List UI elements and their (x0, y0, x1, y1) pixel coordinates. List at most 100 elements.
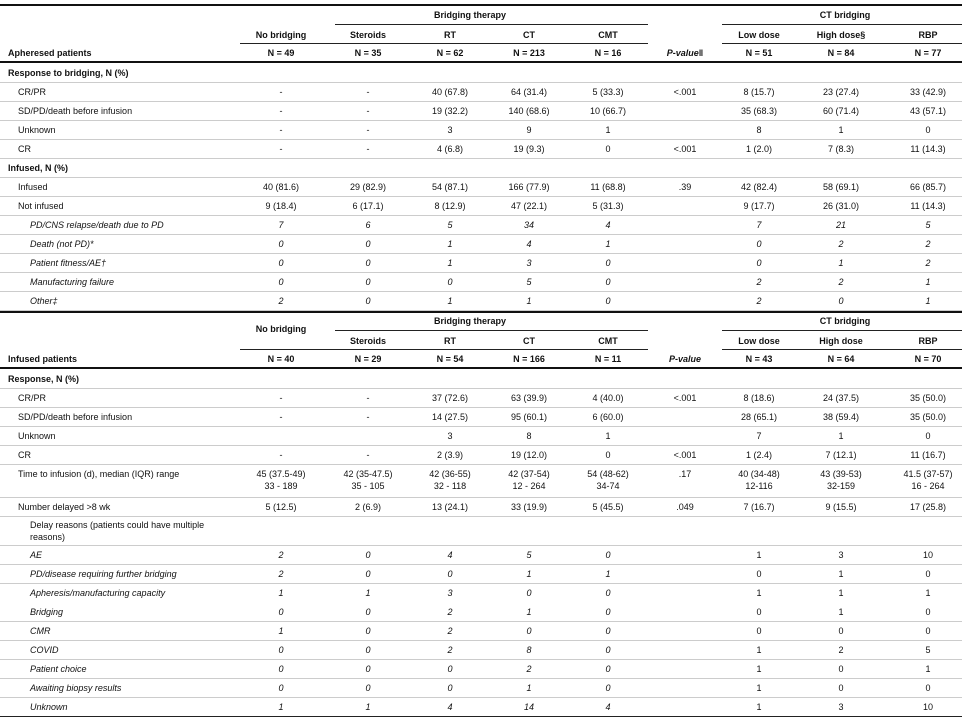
row-label: Other‡ (30, 295, 58, 306)
cell: 19 (9.3) (513, 143, 545, 154)
cell: 13 (24.1) (431, 501, 469, 512)
column-header: CT (523, 336, 535, 346)
cell: 0 (365, 549, 371, 560)
cell: 41.5 (37-57) 16 - 264 (903, 469, 953, 491)
cell: 33 (42.9) (909, 86, 947, 97)
cell: <.001 (673, 143, 697, 154)
cell: 0 (605, 276, 611, 287)
row-label: CR/PR (18, 392, 47, 403)
rule (0, 158, 962, 159)
cell: 95 (60.1) (510, 411, 548, 422)
cell: 0 (526, 587, 532, 598)
cell: 2 (838, 644, 844, 655)
cell: 40 (34-48) 12-116 (738, 469, 780, 491)
cell: 7 (12.1) (825, 449, 857, 460)
cell: 0 (447, 276, 453, 287)
row-label: Number delayed >8 wk (18, 501, 111, 512)
cell: 1 (605, 124, 611, 135)
cell: 23 (27.4) (822, 86, 860, 97)
cell: 9 (17.7) (743, 200, 775, 211)
cell: 2 (278, 295, 284, 306)
rule (0, 291, 962, 292)
n-cell: N = 77 (914, 48, 942, 58)
cell: 0 (756, 238, 762, 249)
cell: - (279, 449, 283, 460)
cell: 0 (838, 625, 844, 636)
cell: 1 (925, 276, 931, 287)
cell: 1 (365, 587, 371, 598)
cell: 1 (756, 587, 762, 598)
row-label: Apheresis/manufacturing capacity (30, 587, 166, 598)
cell: 0 (365, 663, 371, 674)
row-label: CR (18, 143, 31, 154)
cell: 0 (605, 682, 611, 693)
cell: 24 (37.5) (822, 392, 860, 403)
n-cell: N = 51 (745, 48, 773, 58)
cell: 29 (82.9) (349, 181, 387, 192)
cell: 42 (36-55) 32 - 118 (429, 469, 471, 491)
rule (722, 24, 962, 25)
n-cell: N = 64 (827, 354, 855, 364)
cell: 7 (8.3) (827, 143, 854, 154)
cell: 0 (365, 238, 371, 249)
n-cell: N = 62 (436, 48, 464, 58)
cell: 11 (16.7) (910, 449, 946, 460)
cell: - (366, 124, 370, 135)
cell: 6 (365, 219, 371, 230)
rule (0, 388, 962, 389)
rule (0, 234, 962, 235)
cell: 14 (523, 701, 534, 712)
cell: 4 (447, 701, 453, 712)
cell: 54 (87.1) (431, 181, 469, 192)
n-cell: N = 11 (594, 354, 622, 364)
cell: 3 (838, 549, 844, 560)
cell: 1 (838, 430, 844, 441)
group-header: Bridging therapy (433, 316, 506, 326)
column-header: Steroids (349, 336, 386, 346)
cell: 42 (35-47.5) 35 - 105 (343, 469, 393, 491)
rule (0, 621, 962, 622)
cell: 1 (838, 124, 844, 135)
cell: 1 (526, 568, 532, 579)
rule (0, 426, 962, 427)
cell: 66 (85.7) (909, 181, 947, 192)
cell: 2 (278, 549, 284, 560)
row-label: SD/PD/death before infusion (18, 411, 133, 422)
group-header: CT bridging (819, 10, 871, 20)
cell: 5 (526, 276, 532, 287)
rule (0, 716, 962, 717)
cell: 1 (756, 663, 762, 674)
rule (0, 464, 962, 465)
cell: 0 (605, 257, 611, 268)
cell: 35 (50.0) (909, 392, 947, 403)
cell: 8 (12.9) (434, 200, 466, 211)
cell: 140 (68.6) (508, 105, 550, 116)
cell: 0 (278, 257, 284, 268)
cell: 0 (756, 625, 762, 636)
column-header: No bridging (255, 30, 307, 40)
rule (0, 545, 962, 546)
row-group-label: Apheresed patients (8, 48, 92, 58)
cell: 3 (838, 701, 844, 712)
n-cell: N = 166 (513, 354, 545, 364)
n-cell: N = 70 (914, 354, 942, 364)
cell: 1 (526, 606, 532, 617)
cell: 2 (838, 238, 844, 249)
cell: .39 (678, 181, 692, 192)
cell: 42 (37-54) 12 - 264 (508, 469, 550, 491)
rule (0, 564, 962, 565)
cell: 0 (925, 568, 931, 579)
row-label: CMR (30, 625, 51, 636)
cell: <.001 (673, 449, 697, 460)
cell: 8 (526, 430, 532, 441)
cell: 37 (72.6) (431, 392, 469, 403)
rule (335, 24, 648, 25)
cell: 8 (756, 124, 762, 135)
group-header: Bridging therapy (433, 10, 506, 20)
row-label: Not infused (18, 200, 64, 211)
column-header: Low dose (738, 336, 780, 346)
cell: 0 (838, 663, 844, 674)
cell: - (366, 105, 370, 116)
rule (0, 101, 962, 102)
n-cell: N = 49 (267, 48, 295, 58)
